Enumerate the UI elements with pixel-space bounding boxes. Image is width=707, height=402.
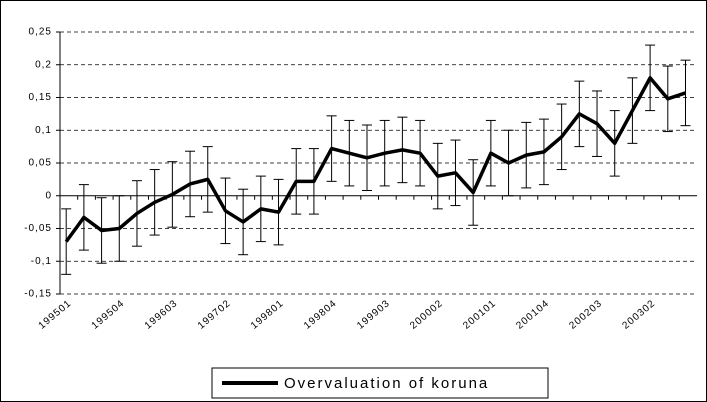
y-tick-label: 0 <box>45 190 52 201</box>
y-tick-label: 0,05 <box>29 158 52 169</box>
x-tick-label: 199804 <box>302 298 339 332</box>
y-tick-label: -0,15 <box>24 289 52 300</box>
x-tick-label: 200104 <box>514 298 551 332</box>
series-line <box>64 76 687 243</box>
x-tick-label: 200302 <box>621 298 658 332</box>
x-tick-label: 199603 <box>143 298 180 332</box>
x-tick-label: 199504 <box>90 298 127 332</box>
y-tick-label: 0,25 <box>29 27 52 38</box>
x-tick-label: 199702 <box>196 298 233 332</box>
x-tick-label: 199801 <box>249 298 286 332</box>
y-tick-label: -0,05 <box>24 223 52 234</box>
x-tick-label: 200203 <box>567 298 604 332</box>
y-tick-label: 0,15 <box>29 92 52 103</box>
x-tick-label: 200101 <box>461 298 498 332</box>
x-tick-label: 199501 <box>37 298 74 332</box>
x-tick-label: 199903 <box>355 298 392 332</box>
x-tick-label: 200002 <box>408 298 445 332</box>
legend-label: Overvaluation of koruna <box>284 375 489 392</box>
y-tick-label: 0,1 <box>35 125 52 136</box>
y-tick-label: 0,2 <box>35 59 52 70</box>
y-tick-label: -0,1 <box>31 256 52 267</box>
